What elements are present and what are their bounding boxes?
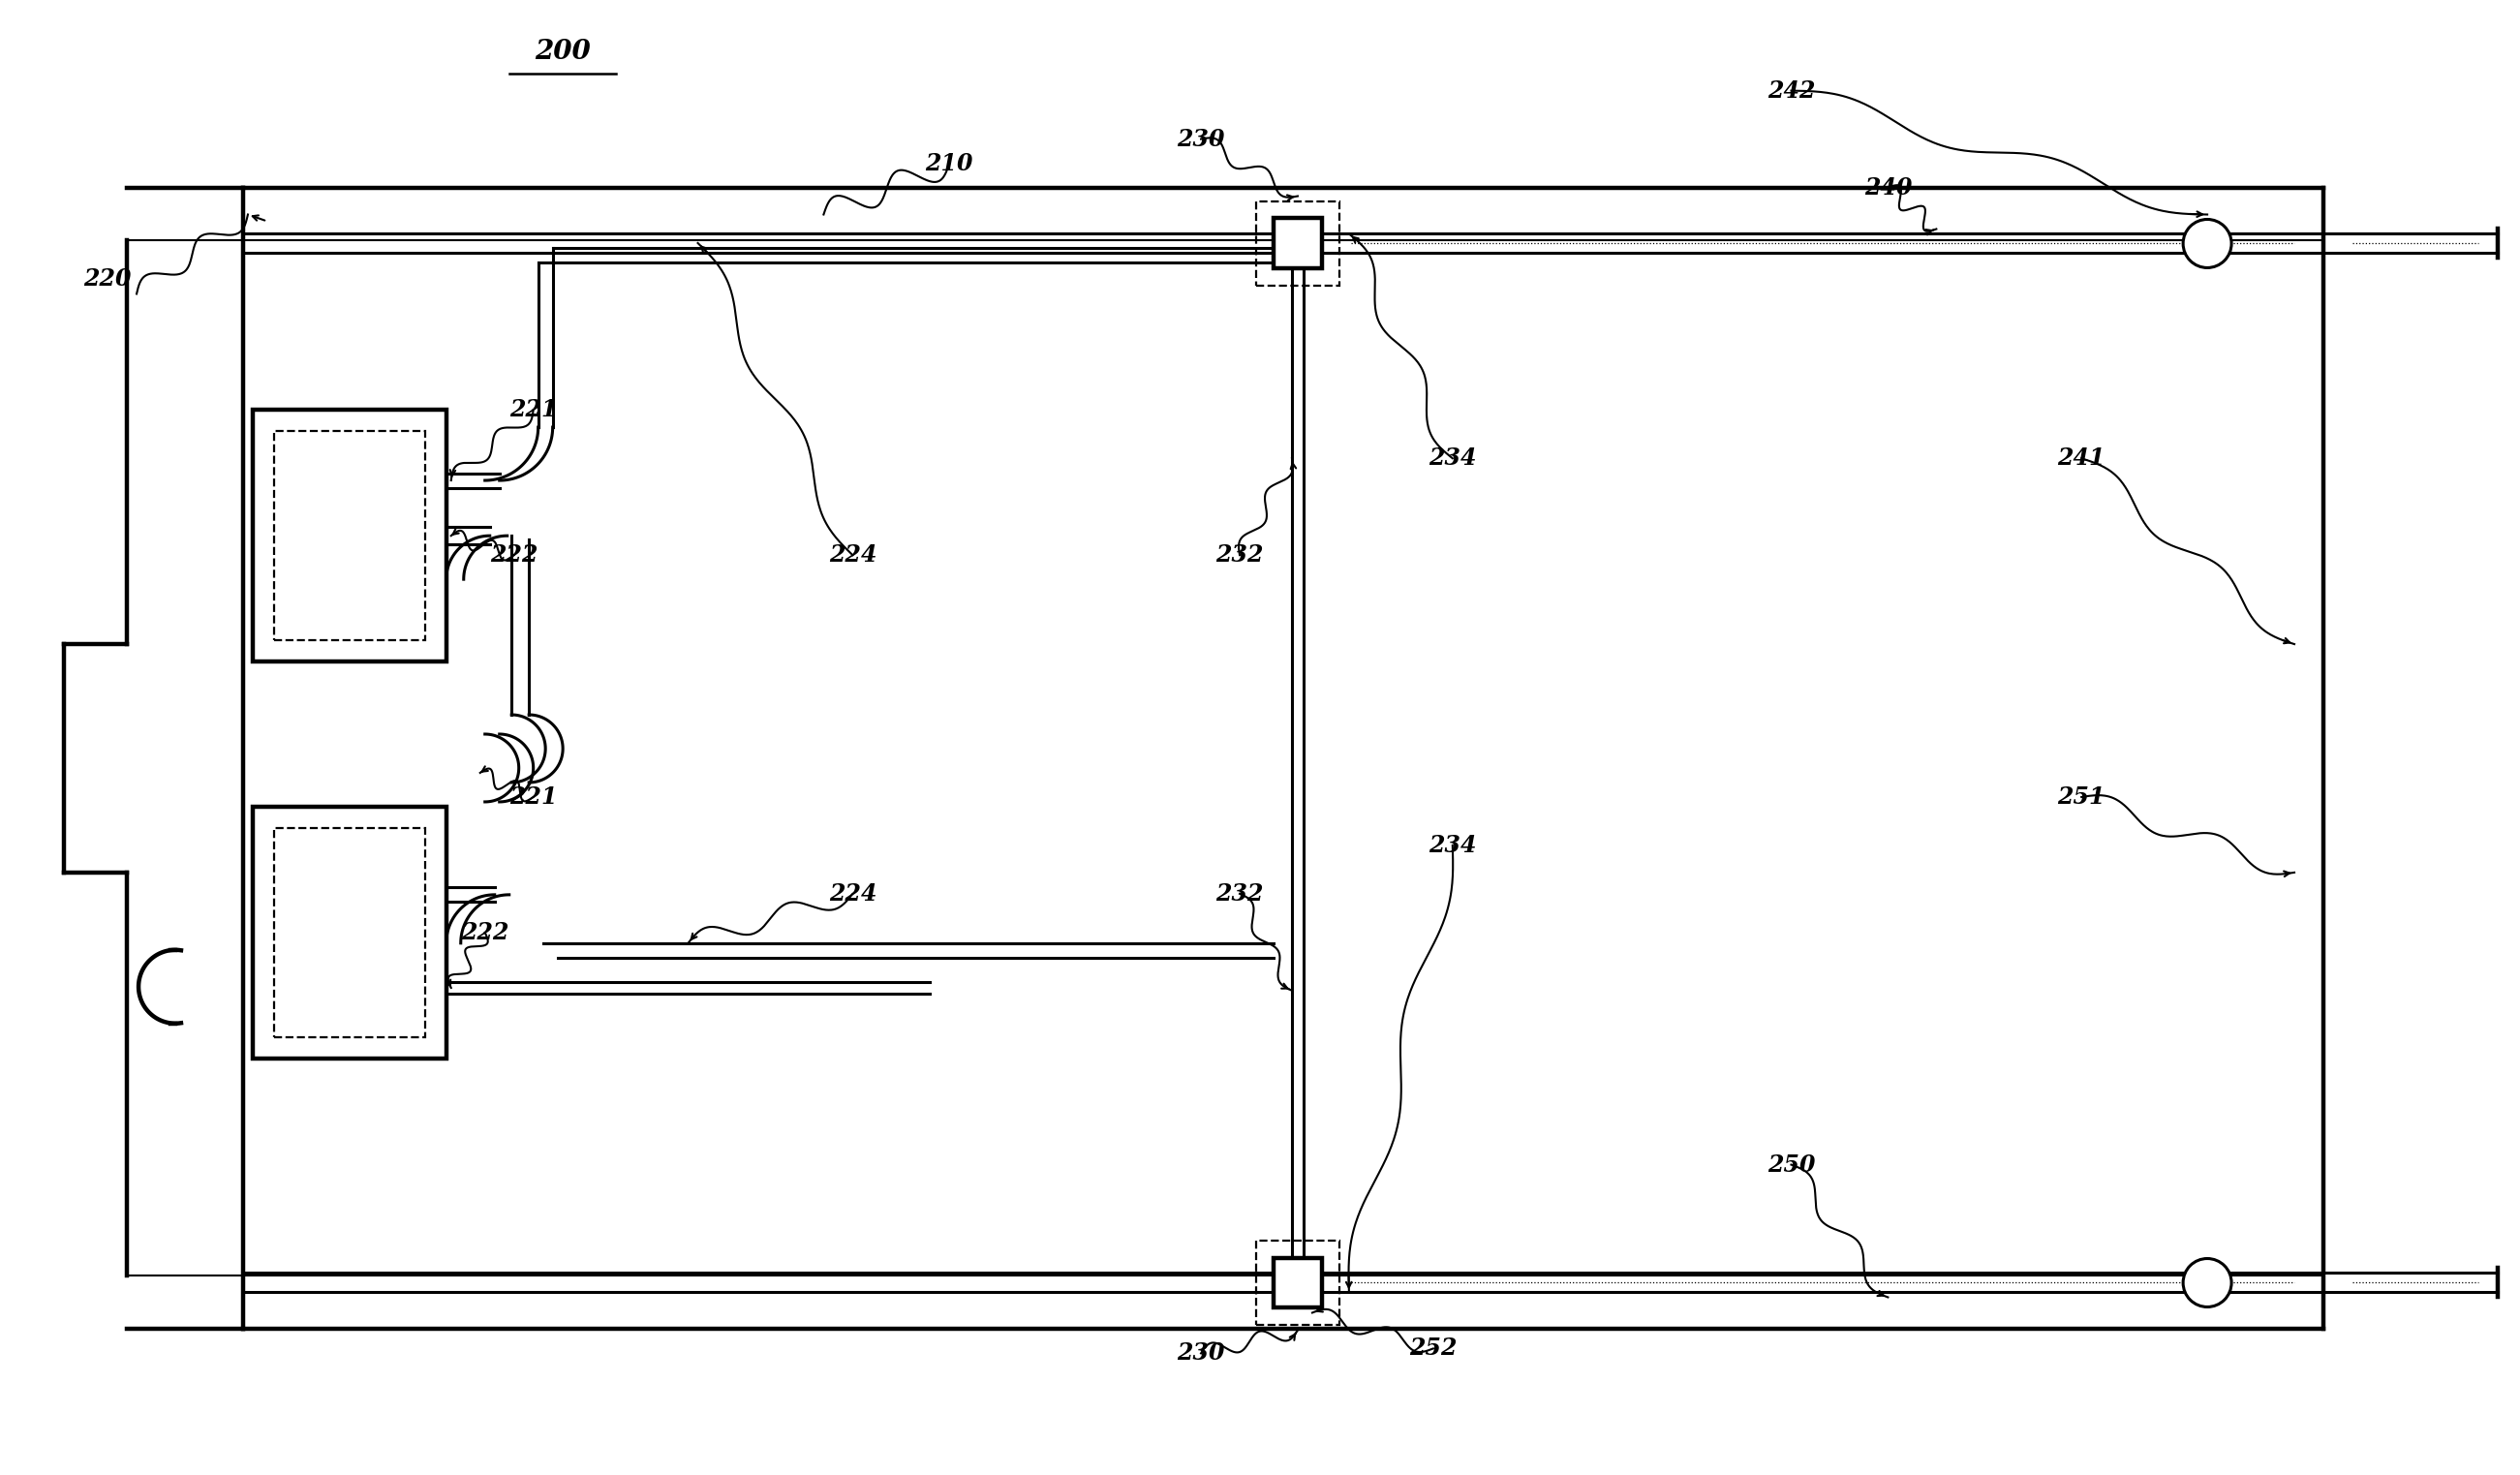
Circle shape	[2182, 220, 2233, 268]
Text: 222: 222	[489, 543, 537, 566]
Text: 230: 230	[1177, 1342, 1225, 1364]
Text: 221: 221	[509, 785, 557, 808]
Circle shape	[2182, 1258, 2233, 1307]
Bar	[275, 827, 426, 1037]
Text: 241: 241	[2056, 447, 2107, 471]
Text: 252: 252	[1409, 1336, 1457, 1360]
Bar	[1273, 218, 1323, 268]
Text: 242: 242	[1767, 80, 1814, 102]
Text: 200: 200	[534, 38, 590, 65]
Text: 222: 222	[461, 920, 509, 944]
Text: 232: 232	[1215, 882, 1263, 906]
Text: 224: 224	[829, 543, 877, 566]
Bar	[252, 410, 446, 662]
Bar	[275, 431, 426, 640]
Text: 230: 230	[1177, 127, 1225, 150]
Bar	[1273, 1258, 1323, 1308]
Text: 221: 221	[509, 398, 557, 422]
Text: 232: 232	[1215, 543, 1263, 566]
Text: 234: 234	[1429, 833, 1477, 857]
Bar	[1255, 201, 1338, 286]
Text: 210: 210	[925, 152, 973, 176]
Text: 250: 250	[1767, 1153, 1814, 1177]
Bar	[1255, 1240, 1338, 1326]
Bar	[252, 807, 446, 1058]
Text: 234: 234	[1429, 447, 1477, 471]
Text: 251: 251	[2056, 785, 2107, 808]
Text: 240: 240	[1865, 176, 1913, 199]
Text: 220: 220	[83, 268, 131, 291]
Text: 224: 224	[829, 882, 877, 906]
